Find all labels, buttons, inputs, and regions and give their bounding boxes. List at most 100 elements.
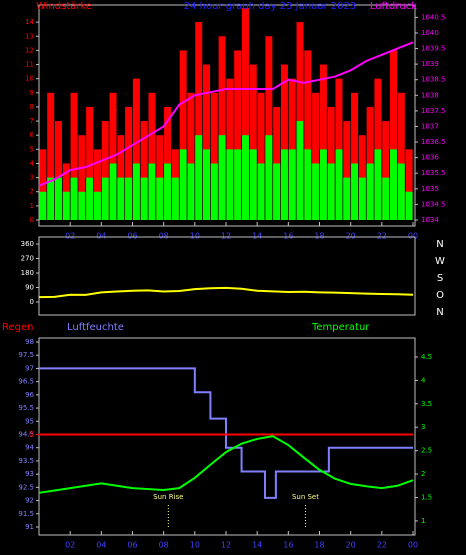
wind-bar bbox=[148, 163, 156, 220]
wind-bar bbox=[280, 64, 288, 221]
y-tick-label: 98 bbox=[25, 338, 34, 346]
wind-bar bbox=[382, 121, 390, 220]
wind-bar bbox=[226, 149, 234, 220]
wind-bar bbox=[195, 135, 203, 220]
wind-bar bbox=[288, 149, 296, 220]
wind-bar bbox=[195, 22, 203, 221]
wind-bar bbox=[203, 149, 211, 220]
plot-frame bbox=[38, 337, 416, 536]
y2-tick-label: 1037 bbox=[421, 122, 439, 130]
wind-bar bbox=[343, 177, 351, 220]
wind-bar bbox=[257, 92, 265, 220]
y-tick-label: 91 bbox=[25, 523, 34, 531]
data-line bbox=[39, 367, 413, 499]
y-tick-label: 8 bbox=[30, 103, 34, 111]
y2-tick-label: 4 bbox=[421, 376, 426, 384]
y-tick-label: 14 bbox=[25, 18, 34, 26]
wind-bar bbox=[241, 8, 249, 220]
y2-tick-label: 1038 bbox=[421, 91, 439, 99]
x-tick-label: 14 bbox=[252, 232, 262, 241]
y-tick-label: 6 bbox=[30, 131, 35, 139]
x-tick-label: 06 bbox=[127, 541, 137, 550]
x-tick-label: 02 bbox=[65, 232, 75, 241]
y-tick-label: 180 bbox=[21, 269, 34, 277]
wind-bar bbox=[265, 135, 273, 220]
y-tick-label: 3 bbox=[30, 174, 34, 182]
wind-bar bbox=[218, 36, 226, 221]
plot-frame bbox=[38, 236, 416, 316]
y2-tick-label: 1036.5 bbox=[421, 138, 446, 146]
wind-bar bbox=[86, 177, 94, 220]
y-tick-label: 93.5 bbox=[18, 457, 34, 465]
wind-bar bbox=[257, 163, 265, 220]
y2-tick-label: 1039.5 bbox=[421, 45, 446, 53]
y-tick-label: 94 bbox=[25, 444, 34, 452]
y-tick-label: 91.5 bbox=[18, 510, 34, 518]
x-tick-label: 14 bbox=[252, 541, 262, 550]
y2-tick-label: 2.5 bbox=[421, 447, 432, 455]
y2-axis-label: Luftdruck bbox=[370, 1, 417, 12]
y-tick-label: 93 bbox=[25, 470, 34, 478]
wind-bar bbox=[132, 163, 140, 220]
y2-axis-label: Temperatur bbox=[311, 322, 370, 333]
wind-bar bbox=[70, 92, 78, 220]
wind-bar bbox=[249, 64, 257, 221]
y3-tick-label: 0 bbox=[29, 430, 34, 439]
wind-bar bbox=[374, 149, 382, 220]
wind-bar bbox=[62, 191, 70, 220]
y-tick-label: 360 bbox=[21, 240, 34, 248]
y-tick-label: 96 bbox=[25, 391, 34, 399]
y2-tick-label: 1040 bbox=[421, 29, 439, 37]
y3-axis-label: Regen bbox=[2, 322, 34, 333]
wind-bar bbox=[164, 163, 172, 220]
wind-bar bbox=[234, 50, 242, 221]
wind-bar bbox=[265, 36, 273, 221]
wind-bar bbox=[241, 135, 249, 220]
y-tick-label: 90 bbox=[25, 284, 34, 292]
x-tick-label: 12 bbox=[221, 541, 231, 550]
x-tick-label: 18 bbox=[314, 541, 324, 550]
wind-bar bbox=[319, 149, 327, 220]
direction-label: S bbox=[437, 273, 443, 284]
wind-bar bbox=[78, 191, 86, 220]
wind-bar bbox=[397, 163, 405, 220]
y-axis-label: Luftfeuchte bbox=[67, 322, 124, 333]
wind-bar bbox=[249, 149, 257, 220]
x-tick-label: 22 bbox=[377, 232, 387, 241]
y-tick-label: 10 bbox=[25, 75, 34, 83]
x-tick-label: 20 bbox=[346, 232, 356, 241]
x-tick-label: 20 bbox=[346, 541, 356, 550]
wind-bar bbox=[93, 191, 101, 220]
y-tick-label: 92.5 bbox=[18, 483, 34, 491]
y-tick-label: 1 bbox=[30, 202, 34, 210]
x-tick-label: 02 bbox=[65, 541, 75, 550]
y-tick-label: 96.5 bbox=[18, 378, 34, 386]
wind-bar bbox=[140, 177, 148, 220]
wind-bar bbox=[140, 121, 148, 220]
x-tick-label: 16 bbox=[283, 541, 293, 550]
wind-bar bbox=[390, 50, 398, 221]
wind-bar bbox=[156, 177, 164, 220]
wind-bar bbox=[125, 177, 133, 220]
y-tick-label: 4 bbox=[30, 159, 35, 167]
x-tick-label: 12 bbox=[221, 232, 231, 241]
wind-bar bbox=[132, 78, 140, 221]
x-tick-label: 08 bbox=[159, 232, 169, 241]
wind-bar bbox=[179, 50, 187, 221]
direction-label: N bbox=[436, 307, 443, 318]
y-tick-label: 2 bbox=[30, 188, 34, 196]
wind-bar bbox=[125, 106, 133, 220]
wind-bar bbox=[382, 177, 390, 220]
direction-label: N bbox=[436, 239, 443, 250]
wind-bar bbox=[234, 149, 242, 220]
y2-tick-label: 2 bbox=[421, 470, 425, 478]
wind-bar bbox=[405, 149, 413, 220]
y2-tick-label: 1038.5 bbox=[421, 76, 446, 84]
y2-tick-label: 1036 bbox=[421, 154, 439, 162]
wind-bar bbox=[405, 191, 413, 220]
wind-bar bbox=[273, 163, 281, 220]
wind-bar bbox=[312, 92, 320, 220]
y-tick-label: 97 bbox=[25, 364, 34, 372]
sun-label: Sun Set bbox=[292, 493, 319, 501]
